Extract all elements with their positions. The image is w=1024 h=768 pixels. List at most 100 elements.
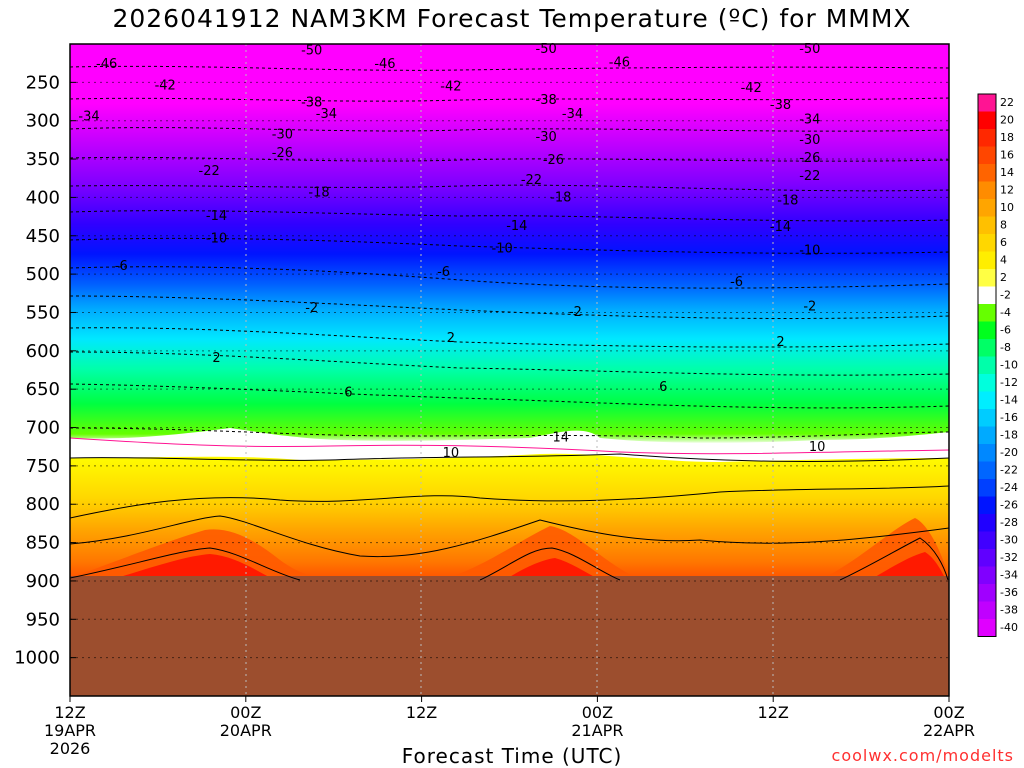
y-tick-label: 450: [26, 226, 60, 247]
y-tick-label: 850: [26, 533, 60, 554]
colorbar-swatch: [978, 531, 996, 549]
colorbar-swatch: [978, 321, 996, 339]
x-tick-date: 21APR: [571, 721, 623, 740]
contour-label: -22: [199, 164, 220, 179]
plot-frame: [69, 43, 950, 697]
contour-label: -22: [521, 173, 542, 188]
x-tick-label: 12Z: [758, 703, 789, 722]
warm-peak-2: [440, 526, 640, 580]
contour-label: 2: [212, 351, 220, 366]
x-tick-year: 2026: [50, 739, 91, 758]
contour-label: -38: [536, 93, 557, 108]
colorbar-swatch: [978, 444, 996, 462]
colorbar-label: -10: [1000, 359, 1018, 372]
contour-label: -14: [506, 219, 527, 234]
colorbar-swatch: [978, 584, 996, 602]
contour-label: -2: [305, 301, 318, 316]
colorbar-swatch: [978, 496, 996, 514]
colorbar-swatch: [978, 199, 996, 217]
colorbar-label: -40: [1000, 621, 1018, 634]
colorbar-label: -28: [1000, 516, 1018, 529]
contour-label: -14: [206, 209, 227, 224]
colorbar-swatch: [978, 216, 996, 234]
contour-label: -18: [550, 191, 571, 206]
colorbar-label: -14: [1000, 394, 1018, 407]
y-tick-label: 950: [26, 609, 60, 630]
contour-label: -42: [440, 79, 461, 94]
contour-label: -26: [272, 146, 293, 161]
y-tick-label: 400: [26, 187, 60, 208]
colorbar-label: -24: [1000, 481, 1018, 494]
hot-peak-2: [505, 558, 600, 580]
colorbar-label: 18: [1000, 131, 1014, 144]
colorbar-swatch: [978, 461, 996, 479]
y-tick-label: 550: [26, 302, 60, 323]
colorbar-swatch: [978, 391, 996, 409]
contour-label: -22: [799, 169, 820, 184]
contour-label: -30: [272, 128, 293, 143]
colorbar-swatch: [978, 601, 996, 619]
contour-label: -34: [316, 107, 337, 122]
colorbar-swatch: [978, 549, 996, 567]
colorbar-swatch: [978, 251, 996, 269]
colorbar-label: -20: [1000, 446, 1018, 459]
colorbar-label: 8: [1000, 219, 1007, 232]
colorbar-label: 2: [1000, 271, 1007, 284]
colorbar-label: -22: [1000, 464, 1018, 477]
colorbar-label: -36: [1000, 586, 1018, 599]
x-tick-label: 00Z: [582, 703, 613, 722]
contour-label: -42: [155, 79, 176, 94]
contour-label: -34: [799, 112, 820, 127]
x-tick-date: 20APR: [220, 721, 272, 740]
credit-link[interactable]: coolwx.com/modelts: [831, 746, 1014, 765]
contour-label: -46: [609, 56, 630, 71]
colorbar-swatch: [978, 129, 996, 147]
colorbar-swatch: [978, 566, 996, 584]
warm-layer: [70, 453, 949, 580]
contour-label: -50: [536, 42, 557, 57]
y-tick-label: 500: [26, 264, 60, 285]
contour-label: -26: [543, 153, 564, 168]
contour-label: -6: [437, 265, 450, 280]
contour-label: 10: [809, 440, 826, 455]
colorbar-swatch: [978, 426, 996, 444]
contour-label: 6: [659, 380, 667, 395]
colorbar-label: -2: [1000, 289, 1011, 302]
contour-label: 6: [344, 385, 352, 400]
y-tick-label: 700: [26, 418, 60, 439]
hot-peak-1: [110, 554, 275, 580]
contour-label: -50: [799, 42, 820, 57]
colorbar-label: -16: [1000, 411, 1018, 424]
x-tick-date: 19APR: [44, 721, 96, 740]
contour-label: 14: [553, 431, 570, 446]
colorbar-label: -12: [1000, 376, 1018, 389]
colorbar-swatch: [978, 181, 996, 199]
contour-label: -50: [301, 43, 322, 58]
x-tick-date: 22APR: [923, 721, 975, 740]
contour-label: 10: [443, 446, 460, 461]
contour-label: 2: [776, 335, 784, 350]
colorbar-label: -30: [1000, 534, 1018, 547]
colorbar-label: -38: [1000, 604, 1018, 617]
x-tick-label: 00Z: [933, 703, 964, 722]
colorbar-swatch: [978, 234, 996, 252]
colorbar-swatch: [978, 409, 996, 427]
colorbar-label: 20: [1000, 114, 1014, 127]
contour-label: -38: [301, 96, 322, 111]
colorbar-label: -6: [1000, 324, 1011, 337]
colorbar-label: -4: [1000, 306, 1011, 319]
y-tick-label: 350: [26, 149, 60, 170]
colorbar-swatch: [978, 619, 996, 637]
colorbar-swatch: [978, 111, 996, 129]
colorbar-frame: [977, 93, 997, 637]
colorbar-swatch: [978, 514, 996, 532]
chart-title: 2026041912 NAM3KM Forecast Temperature (…: [112, 4, 912, 33]
colorbar-swatch: [978, 374, 996, 392]
y-tick-label: 800: [26, 494, 60, 515]
contour-label: -2: [569, 305, 582, 320]
colorbar-label: 10: [1000, 201, 1014, 214]
contour-label: -34: [562, 107, 583, 122]
colorbar-label: -32: [1000, 551, 1018, 564]
colorbar-swatch: [978, 146, 996, 164]
